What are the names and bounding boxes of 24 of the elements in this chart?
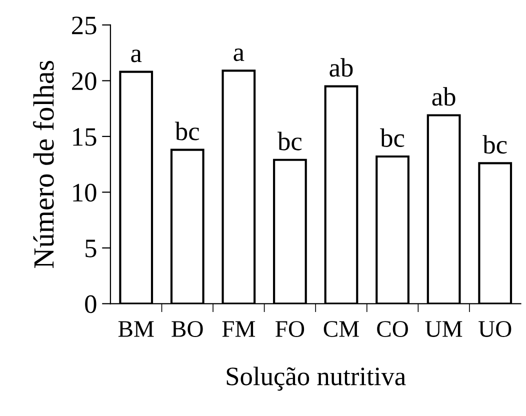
x-tick-label: BM [118, 321, 154, 337]
annotation: bc [482, 135, 507, 154]
y-tick-label: 5 [86, 240, 96, 258]
x-axis-title: Solução nutritiva [226, 366, 406, 391]
x-tick-label: CM [324, 321, 359, 337]
y-tick-label: 20 [72, 72, 96, 90]
x-tick-label: UM [425, 321, 462, 337]
y-tick-label: 15 [73, 128, 96, 146]
y-tick-label: 0 [85, 295, 96, 314]
annotation: bc [380, 128, 404, 147]
annotation: ab [330, 58, 353, 77]
annotation: bc [278, 132, 302, 150]
annotation: bc [174, 122, 200, 140]
annotation: a [234, 48, 244, 62]
y-tick-label: 25 [72, 16, 96, 34]
y-axis-title: Número de folhas [33, 60, 54, 268]
x-tick-label: FM [222, 321, 256, 337]
x-tick-label: BO [172, 321, 203, 337]
annotation: a [131, 50, 142, 62]
x-tick-label: FO [276, 321, 304, 337]
x-tick-label: CO [377, 321, 408, 337]
x-tick-label: UO [478, 321, 512, 337]
y-tick-label: 10 [73, 184, 96, 202]
annotation: ab [432, 87, 456, 106]
